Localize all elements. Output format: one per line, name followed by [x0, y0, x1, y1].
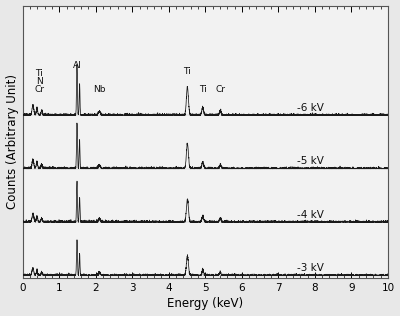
X-axis label: Energy (keV): Energy (keV) [167, 297, 243, 310]
Text: Ti: Ti [184, 67, 191, 76]
Text: -6 kV: -6 kV [296, 103, 324, 113]
Text: -3 kV: -3 kV [296, 263, 324, 273]
Text: -4 kV: -4 kV [296, 210, 324, 220]
Y-axis label: Counts (Arbitrary Unit): Counts (Arbitrary Unit) [6, 75, 18, 210]
Text: Nb: Nb [93, 85, 106, 94]
Text: Ti: Ti [35, 69, 43, 77]
Text: Al: Al [73, 61, 82, 70]
Text: Cr: Cr [34, 85, 44, 94]
Text: -5 kV: -5 kV [296, 156, 324, 167]
Text: Cr: Cr [215, 85, 225, 94]
Text: Ti: Ti [199, 85, 207, 94]
Text: N: N [36, 77, 42, 86]
